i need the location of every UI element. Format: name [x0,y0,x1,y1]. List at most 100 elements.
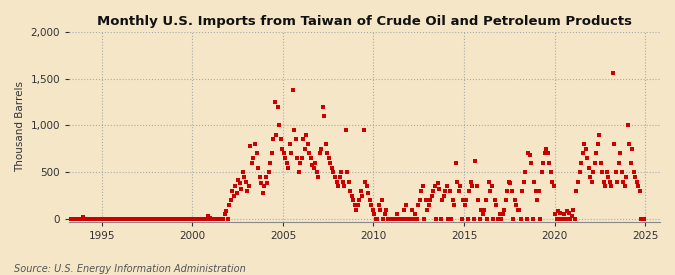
Point [432,181,443,186]
Point [150,217,161,221]
Point [615,151,626,156]
Point [580,147,591,151]
Point [252,165,263,170]
Point [423,203,434,207]
Point [256,181,267,186]
Point [153,217,164,221]
Point [476,207,487,212]
Point [286,151,296,156]
Point [537,170,547,174]
Point [414,198,425,202]
Point [553,209,564,214]
Point [207,217,218,221]
Point [230,184,241,188]
Point [295,161,306,165]
Point [301,133,312,137]
Point [65,217,76,221]
Point [533,189,544,193]
Point [402,217,413,221]
Point [156,217,167,221]
Point [605,184,616,188]
Point [455,184,466,188]
Point [388,217,399,221]
Point [112,217,123,221]
Point [73,217,84,221]
Point [91,217,102,221]
Point [464,189,475,193]
Point [406,207,417,212]
Point [364,198,375,202]
Point [471,184,482,188]
Point [85,217,96,221]
Point [254,175,265,179]
Point [197,217,208,221]
Point [194,217,205,221]
Point [446,217,456,221]
Point [410,212,421,216]
Point [123,217,134,221]
Point [96,217,107,221]
Point [558,217,568,221]
Point [473,198,484,202]
Point [448,198,458,202]
Point [352,203,363,207]
Point [531,189,541,193]
Point [61,217,72,221]
Point [78,215,88,219]
Point [147,217,158,221]
Point [307,163,318,167]
Point [135,217,146,221]
Point [349,203,360,207]
Point [64,217,75,221]
Point [438,193,449,198]
Point [456,217,467,221]
Point [366,203,377,207]
Point [361,184,372,188]
Point [547,179,558,184]
Point [151,217,162,221]
Point [323,156,334,160]
Point [495,217,506,221]
Point [82,217,93,221]
Point [588,170,599,174]
Point [155,217,165,221]
Point [132,217,142,221]
Point [384,217,395,221]
Point [420,198,431,202]
Point [269,100,280,104]
Point [354,198,364,202]
Point [604,179,615,184]
Point [162,217,173,221]
Y-axis label: Thousand Barrels: Thousand Barrels [15,81,25,172]
Point [568,207,579,212]
Point [585,175,595,179]
Point [544,161,555,165]
Point [76,217,87,221]
Point [218,217,229,221]
Point [570,217,580,221]
Point [174,217,185,221]
Point [271,133,281,137]
Point [343,179,354,184]
Point [610,170,621,174]
Point [80,217,91,221]
Point [521,217,532,221]
Point [159,217,170,221]
Point [263,170,274,174]
Point [129,217,140,221]
Point [108,217,119,221]
Point [462,217,473,221]
Point [444,189,455,193]
Point [449,203,460,207]
Point [212,217,223,221]
Point [224,203,235,207]
Point [100,217,111,221]
Point [310,161,321,165]
Point [278,151,289,156]
Point [441,184,452,188]
Point [614,161,624,165]
Point [412,203,423,207]
Point [450,161,461,165]
Point [435,217,446,221]
Point [499,207,510,212]
